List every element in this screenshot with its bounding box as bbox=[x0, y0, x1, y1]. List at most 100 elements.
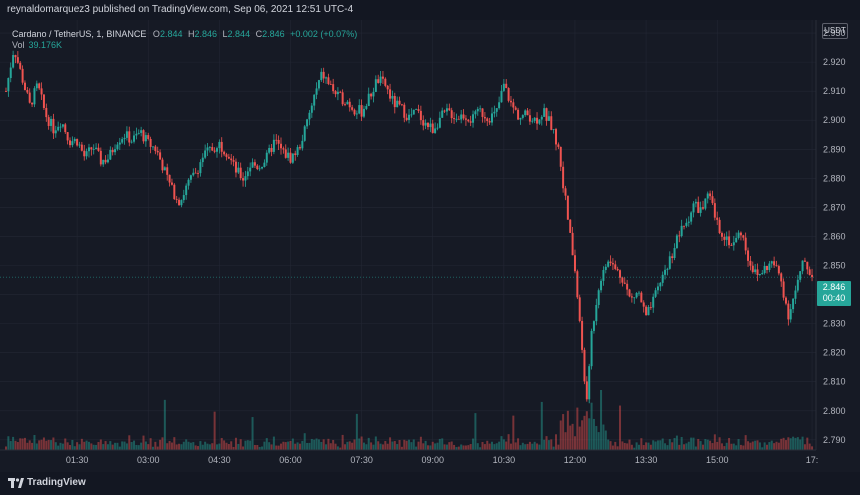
currency-label[interactable]: USDT bbox=[822, 23, 848, 39]
volume-bar bbox=[481, 441, 484, 450]
volume-bar bbox=[393, 441, 396, 450]
volume-bar bbox=[462, 445, 465, 450]
candle-body bbox=[298, 147, 301, 149]
candle-body bbox=[799, 271, 802, 280]
candle-body bbox=[621, 277, 624, 283]
volume-bar bbox=[220, 437, 223, 450]
volume-bar bbox=[737, 439, 740, 450]
volume-bar bbox=[325, 444, 328, 450]
volume-bar bbox=[358, 438, 361, 450]
volume-legend[interactable]: Vol 39.176K bbox=[12, 40, 62, 50]
volume-bar bbox=[664, 443, 667, 450]
brand-name[interactable]: TradingView bbox=[27, 477, 86, 488]
low-label: L bbox=[222, 29, 228, 39]
candle-body bbox=[571, 232, 574, 256]
candle-body bbox=[744, 237, 747, 251]
candle-body bbox=[732, 242, 735, 246]
candle-body bbox=[270, 148, 273, 152]
volume-bar bbox=[374, 436, 377, 450]
candles bbox=[5, 50, 814, 404]
volume-bar bbox=[211, 443, 214, 450]
volume-bar bbox=[310, 438, 313, 450]
candle-body bbox=[462, 114, 465, 119]
candle-body bbox=[445, 108, 448, 112]
candle-body bbox=[256, 165, 259, 170]
tradingview-logo-icon[interactable] bbox=[8, 477, 24, 489]
volume-bar bbox=[140, 442, 143, 450]
volume-bar bbox=[166, 443, 169, 450]
candle-body bbox=[180, 200, 183, 206]
volume-bar bbox=[5, 446, 7, 450]
candle-body bbox=[626, 283, 629, 290]
candle-body bbox=[52, 118, 55, 134]
candle-body bbox=[12, 55, 15, 68]
time-tick-label: 10:30 bbox=[493, 455, 516, 465]
symbol-legend[interactable]: Cardano / TetherUS, 1, BINANCE O2.844 H2… bbox=[12, 27, 357, 41]
candle-body bbox=[140, 130, 143, 133]
candle-body bbox=[431, 123, 434, 133]
volume-bar bbox=[450, 441, 453, 450]
price-tick-label: 2.930 bbox=[823, 28, 846, 38]
price-chart[interactable]: 2.930 2.920 2.910 2.900 2.890 2.880 2.870 2.860… bbox=[0, 20, 860, 472]
volume-bar bbox=[263, 441, 266, 450]
volume-bar bbox=[514, 442, 517, 450]
candle-body bbox=[204, 150, 207, 158]
time-tick-label: 03:00 bbox=[137, 455, 160, 465]
candle-body bbox=[351, 107, 354, 110]
candle-body bbox=[751, 265, 754, 273]
candle-body bbox=[775, 265, 778, 267]
price-tick-label: 2.830 bbox=[823, 319, 846, 329]
chart-panel[interactable] bbox=[0, 20, 860, 472]
candle-body bbox=[99, 150, 102, 165]
candle-body bbox=[623, 282, 626, 284]
volume-bar bbox=[457, 446, 460, 450]
candle-body bbox=[218, 141, 221, 149]
candle-body bbox=[249, 167, 252, 172]
candle-body bbox=[562, 166, 565, 189]
publisher-line: reynaldomarquez3 published on TradingVie… bbox=[7, 4, 354, 15]
candle-body bbox=[422, 120, 425, 126]
candle-body bbox=[244, 176, 247, 181]
volume-bar bbox=[114, 442, 117, 450]
volume-bar bbox=[156, 446, 159, 450]
candle-body bbox=[649, 307, 652, 308]
candle-body bbox=[16, 57, 19, 63]
candle-body bbox=[263, 162, 266, 167]
candle-body bbox=[566, 195, 569, 220]
volume-bar bbox=[294, 443, 297, 450]
volume-bar bbox=[683, 444, 686, 450]
candle-body bbox=[213, 150, 216, 152]
volume-bar bbox=[201, 444, 204, 450]
volume-bar bbox=[329, 443, 332, 450]
volume-bar bbox=[573, 436, 576, 450]
volume-bar bbox=[524, 444, 527, 450]
candle-body bbox=[547, 116, 550, 121]
volume-bar bbox=[512, 415, 515, 450]
candle-body bbox=[199, 162, 202, 174]
volume-bar bbox=[47, 439, 50, 450]
candle-body bbox=[384, 78, 387, 86]
volume-bar bbox=[218, 443, 221, 450]
volume-bar bbox=[9, 441, 12, 450]
price-tick-label: 2.820 bbox=[823, 348, 846, 358]
candle-body bbox=[237, 167, 240, 173]
candle-body bbox=[704, 198, 707, 209]
candle-body bbox=[346, 101, 349, 105]
volume-bar bbox=[509, 443, 512, 450]
candle-body bbox=[327, 77, 330, 84]
volume-bar bbox=[187, 441, 190, 450]
volume-bar bbox=[123, 441, 126, 450]
candle-body bbox=[514, 107, 517, 110]
volume-bar bbox=[661, 438, 664, 450]
close-value: 2.846 bbox=[262, 29, 285, 39]
volume-bar bbox=[147, 444, 150, 450]
volume-bar bbox=[206, 443, 209, 450]
candle-body bbox=[680, 225, 683, 236]
change-value: +0.002 (+0.07%) bbox=[290, 29, 358, 39]
candle-body bbox=[640, 292, 643, 303]
candle-body bbox=[415, 109, 418, 110]
volume-bar bbox=[151, 446, 154, 450]
price-tick-label: 2.860 bbox=[823, 231, 846, 241]
candle-body bbox=[173, 184, 176, 200]
volume-bar bbox=[12, 436, 15, 450]
